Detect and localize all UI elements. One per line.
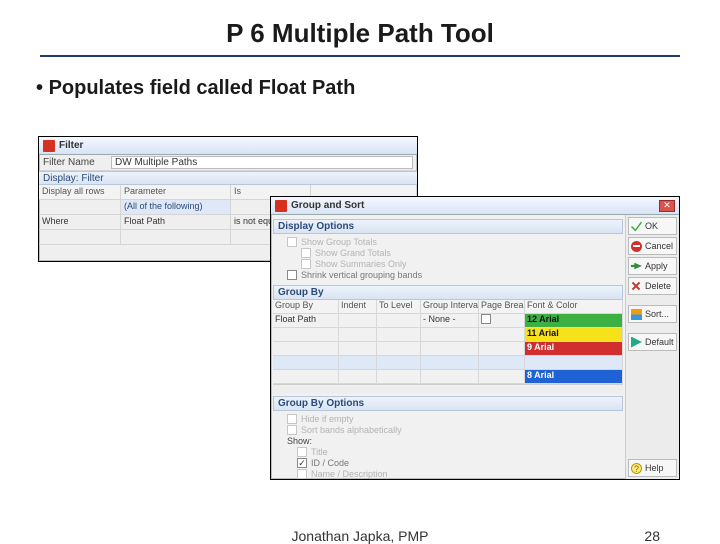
- groupby-row[interactable]: 11 Arial: [273, 328, 623, 342]
- checkbox[interactable]: [287, 270, 297, 280]
- cancel-button[interactable]: Cancel: [628, 237, 677, 255]
- gbo-namedesc: Name / Description: [311, 469, 388, 479]
- checkbox[interactable]: [297, 469, 307, 479]
- gb-font[interactable]: 8 Arial: [527, 370, 554, 380]
- groupby-row[interactable]: 8 Arial: [273, 370, 623, 384]
- oracle-icon: [275, 200, 287, 212]
- checkbox[interactable]: [287, 237, 297, 247]
- play-icon: [631, 337, 642, 348]
- title-underline: [40, 55, 680, 57]
- groupby-row[interactable]: 9 Arial: [273, 342, 623, 356]
- groupby-header: Group By Indent To Level Group Interval …: [273, 300, 623, 314]
- sort-icon: [631, 309, 642, 320]
- oracle-icon: [43, 140, 55, 152]
- filter-name-label: Filter Name: [43, 157, 105, 168]
- checkbox[interactable]: [481, 314, 491, 324]
- gbh-indent: Indent: [339, 300, 377, 313]
- scrollbar[interactable]: [273, 384, 623, 394]
- close-icon[interactable]: ✕: [659, 200, 675, 212]
- gb-font[interactable]: 11 Arial: [527, 328, 559, 338]
- filter-dialog-title: Filter: [59, 140, 83, 151]
- dialog-side-buttons: OK Cancel Apply Delete Sort... Default ?…: [625, 215, 679, 479]
- where-label: Where: [39, 215, 121, 229]
- delete-button[interactable]: Delete: [628, 277, 677, 295]
- bullet-text: Populates field called Float Path: [0, 77, 720, 100]
- footer-page-number: 28: [644, 528, 660, 544]
- opt-show-summaries: Show Summaries Only: [315, 259, 407, 269]
- gbo-sort-bands: Sort bands alphabetically: [301, 425, 402, 435]
- filter-titlebar[interactable]: Filter: [39, 137, 417, 155]
- opt-show-group-totals: Show Group Totals: [301, 237, 377, 247]
- group-by-options-title: Group By Options: [273, 396, 623, 411]
- default-button[interactable]: Default: [628, 333, 677, 351]
- checkbox[interactable]: [301, 248, 311, 258]
- display-filter-label: Display: Filter: [43, 173, 104, 184]
- all-following-cell: (All of the following): [121, 200, 231, 214]
- gb-field[interactable]: Float Path: [273, 314, 339, 327]
- checkbox[interactable]: [287, 425, 297, 435]
- display-options-title: Display Options: [273, 219, 623, 234]
- group-titlebar[interactable]: Group and Sort ✕: [271, 197, 679, 215]
- checkbox[interactable]: ✓: [297, 458, 307, 468]
- gbh-interval: Group Interval: [421, 300, 479, 313]
- group-main-panel: Display Options Show Group Totals Show G…: [271, 215, 625, 479]
- sort-button[interactable]: Sort...: [628, 305, 677, 323]
- opt-show-grand-totals: Show Grand Totals: [315, 248, 391, 258]
- gbh-pagebreak: Page Break: [479, 300, 525, 313]
- gb-font[interactable]: 12 Arial: [527, 314, 559, 324]
- help-button[interactable]: ?Help: [628, 459, 677, 477]
- delete-icon: [631, 281, 642, 292]
- filter-col-parameter: Parameter: [121, 185, 231, 199]
- gbh-groupby: Group By: [273, 300, 339, 313]
- slide-title: P 6 Multiple Path Tool: [0, 0, 720, 55]
- checkbox[interactable]: [287, 414, 297, 424]
- gbo-title: Title: [311, 447, 328, 457]
- groupby-row[interactable]: Float Path - None - 12 Arial: [273, 314, 623, 328]
- gbo-hide-empty: Hide if empty: [301, 414, 354, 424]
- group-by-title: Group By: [273, 285, 623, 300]
- gbh-tolevel: To Level: [377, 300, 421, 313]
- gb-interval[interactable]: - None -: [421, 314, 479, 327]
- gbh-fontcolor: Font & Color: [525, 300, 623, 313]
- gbo-show-label: Show:: [287, 436, 312, 446]
- checkbox[interactable]: [297, 447, 307, 457]
- apply-icon: [631, 261, 642, 272]
- help-icon: ?: [631, 463, 642, 474]
- filter-col-displayall: Display all rows: [39, 185, 121, 199]
- opt-shrink-bands: Shrink vertical grouping bands: [301, 270, 422, 280]
- group-dialog-title: Group and Sort: [291, 200, 364, 211]
- group-by-options: Hide if empty Sort bands alphabetically …: [273, 411, 623, 479]
- cancel-icon: [631, 241, 642, 252]
- filter-name-row: Filter Name DW Multiple Paths: [39, 155, 417, 171]
- apply-button[interactable]: Apply: [628, 257, 677, 275]
- checkbox[interactable]: [301, 259, 311, 269]
- footer-author: Jonathan Japka, PMP: [292, 528, 429, 544]
- display-options: Show Group Totals Show Grand Totals Show…: [273, 234, 623, 283]
- ok-button[interactable]: OK: [628, 217, 677, 235]
- filter-name-input[interactable]: DW Multiple Paths: [111, 156, 413, 169]
- gbo-idcode: ID / Code: [311, 458, 349, 468]
- check-icon: [631, 221, 642, 232]
- groupby-row-selected[interactable]: [273, 356, 623, 370]
- where-parameter[interactable]: Float Path: [121, 215, 231, 229]
- group-sort-dialog: Group and Sort ✕ Display Options Show Gr…: [270, 196, 680, 480]
- display-filter-bar[interactable]: Display: Filter: [39, 171, 417, 185]
- gb-font[interactable]: 9 Arial: [527, 342, 554, 352]
